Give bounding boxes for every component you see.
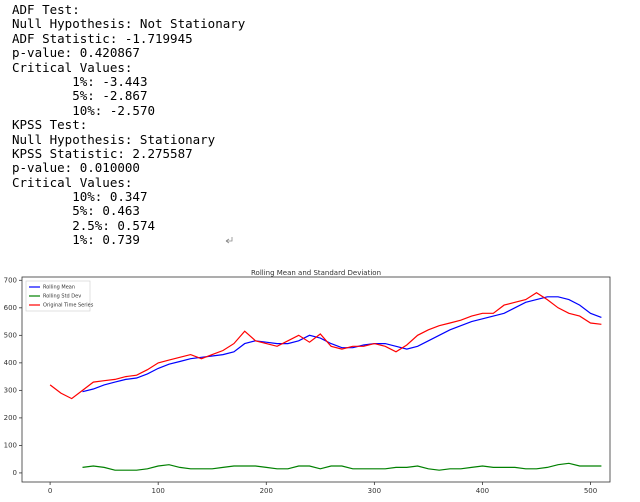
legend-label: Original Time Series: [43, 303, 94, 309]
console-line: p-value: 0.010000: [12, 160, 140, 176]
x-tick-label: 400: [476, 487, 489, 495]
console-line: ADF Statistic: -1.719945: [12, 30, 193, 46]
y-tick-label: 0: [13, 469, 17, 477]
console-line: 10%: -2.570: [12, 102, 156, 118]
series-line: [82, 462, 602, 471]
console-line: 10%: 0.347: [12, 189, 148, 205]
console-line: 2.5%: 0.574: [12, 217, 156, 233]
series-line: [82, 296, 602, 393]
x-tick-label: 100: [152, 487, 165, 495]
x-tick-label: 300: [368, 487, 381, 495]
y-tick-label: 700: [4, 276, 17, 284]
console-line: 5%: -2.867: [12, 88, 148, 104]
console-line: KPSS Statistic: 2.275587: [12, 145, 193, 161]
console-line: ADF Test:: [12, 2, 80, 17]
y-tick-label: 300: [4, 386, 17, 394]
console-output: ADF Test: Null Hypothesis: Not Stationary…: [12, 2, 246, 248]
y-tick-label: 400: [4, 359, 17, 367]
console-line: 5%: 0.463: [12, 203, 140, 219]
chart-title: Rolling Mean and Standard Deviation: [251, 269, 381, 277]
x-tick-label: 0: [48, 487, 52, 495]
y-tick-label: 200: [4, 414, 17, 422]
console-line: Null Hypothesis: Stationary: [12, 131, 216, 147]
y-tick-label: 100: [4, 441, 17, 449]
console-line: Critical Values:: [12, 174, 133, 190]
console-line: 1%: -3.443: [12, 73, 148, 89]
y-tick-label: 500: [4, 331, 17, 339]
console-line: 1%: 0.739: [12, 232, 140, 248]
x-tick-label: 200: [260, 487, 273, 495]
series-line: [49, 291, 602, 400]
y-tick-label: 600: [4, 304, 17, 312]
x-tick-label: 500: [584, 487, 597, 495]
console-line: Critical Values:: [12, 59, 133, 75]
plot-frame: [21, 276, 611, 483]
legend-label: Rolling Std Dev: [43, 294, 81, 300]
return-glyph: [225, 237, 233, 244]
console-line: Null Hypothesis: Not Stationary: [12, 16, 246, 32]
legend-label: Rolling Mean: [43, 285, 75, 291]
console-line: p-value: 0.420867: [12, 45, 140, 61]
console-line: KPSS Test:: [12, 117, 88, 133]
